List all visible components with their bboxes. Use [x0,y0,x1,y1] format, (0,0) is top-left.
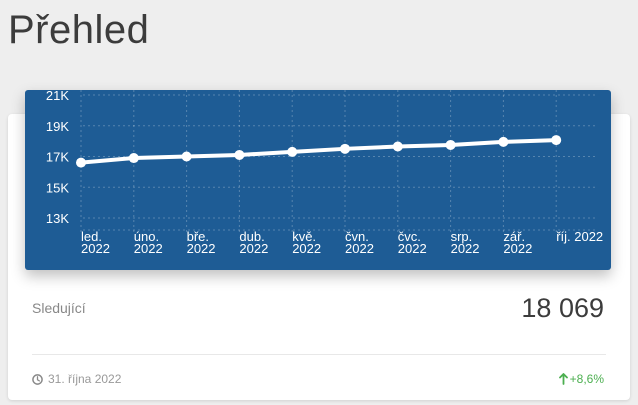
chart-svg: 13K 15K 17K 19K 21K led. 2022 úno. 2022 bře. 2022 d… [46,90,603,256]
footer-change-text: +8,6% [569,372,604,386]
stat-label: Sledující [32,300,86,316]
x-tick-label: kvě. 2022 [292,229,321,256]
y-tick-label: 15K [46,180,69,195]
x-tick-label: srp. 2022 [451,229,480,256]
x-tick-label: čvc. 2022 [398,229,427,256]
x-tick-label: čvn. 2022 [345,229,374,256]
followers-chart: 13K 15K 17K 19K 21K led. 2022 úno. 2022 bře. 2022 d… [25,90,611,270]
data-point [287,146,298,157]
footer-date-text: 31. října 2022 [48,372,122,386]
x-tick-label: dub. 2022 [239,229,268,256]
y-tick-label: 19K [46,119,69,134]
x-tick-label: bře. 2022 [187,229,216,256]
x-tick-label: zář. 2022 [503,229,532,256]
clock-icon [32,373,43,385]
x-tick-label: led. 2022 [81,229,110,256]
y-tick-label: 21K [46,90,69,103]
card-divider [32,354,606,355]
x-tick-label: úno. 2022 [134,229,163,256]
data-point [181,151,192,162]
data-point [445,139,456,150]
arrow-up-icon [558,373,568,385]
data-point [128,153,139,164]
series-line [79,138,559,165]
data-point [76,157,86,168]
data-point [392,141,403,152]
footer-date: 31. října 2022 [32,372,121,386]
data-point [551,135,562,146]
data-point [234,149,245,160]
y-tick-label: 13K [46,211,69,226]
page-title: Přehled [8,8,150,52]
data-point [340,143,350,154]
x-tick-label: říj. 2022 [556,229,603,244]
stat-value: 18 069 [521,293,604,323]
data-point [498,136,509,147]
footer-change: +8,6% [558,372,604,386]
y-tick-label: 17K [46,150,69,165]
